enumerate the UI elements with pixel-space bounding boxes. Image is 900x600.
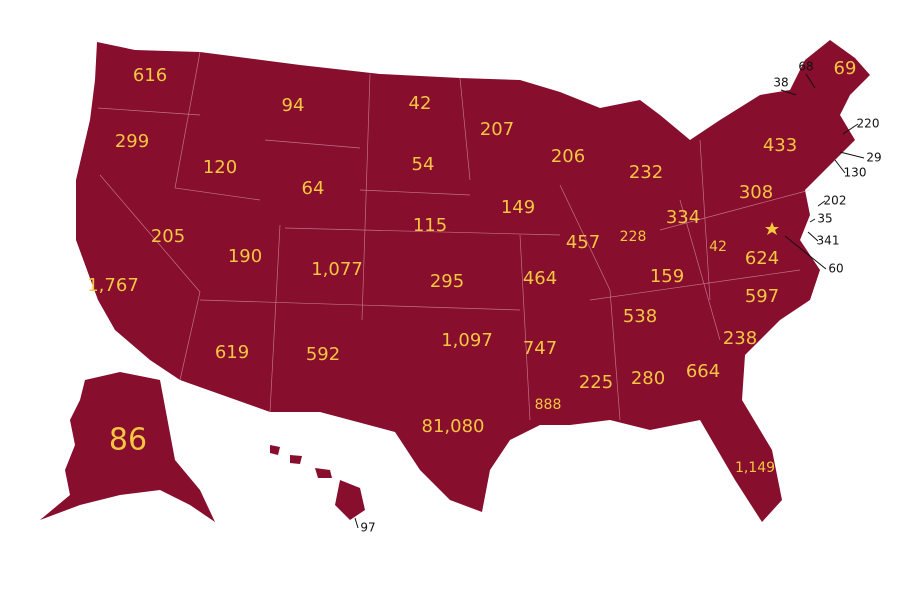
state-value: 334	[666, 207, 700, 228]
callout-value: 68	[798, 60, 813, 74]
leader-line	[784, 235, 827, 270]
hawaii-maui	[315, 468, 332, 478]
leader-line	[809, 218, 816, 223]
state-value: 664	[686, 361, 720, 382]
state-value: 42	[709, 239, 727, 255]
state-value: 457	[566, 232, 600, 253]
alaska	[40, 372, 215, 522]
hawaii-big	[335, 480, 365, 520]
leader-line	[807, 231, 819, 242]
state-value: 86	[109, 423, 147, 458]
hawaii-kauai	[270, 445, 280, 455]
state-value: 42	[409, 93, 432, 114]
state-value: 616	[133, 65, 167, 86]
state-value: 299	[115, 131, 149, 152]
leader-line	[834, 159, 846, 174]
leader-line	[354, 517, 359, 529]
state-value: 81,080	[422, 416, 485, 437]
leader-line	[817, 200, 826, 207]
callout-value: 220	[857, 117, 880, 131]
state-value: 1,077	[311, 259, 363, 280]
state-value: 69	[834, 58, 857, 79]
state-value: 747	[523, 338, 557, 359]
state-value: 464	[523, 268, 557, 289]
callout-value: 130	[844, 166, 867, 180]
callout-value: 97	[360, 521, 375, 535]
state-value: 190	[228, 246, 262, 267]
leader-line	[839, 151, 865, 159]
state-value: 149	[501, 197, 535, 218]
land	[40, 40, 870, 522]
state-value: 238	[723, 328, 757, 349]
state-value: 597	[745, 286, 779, 307]
state-value: 205	[151, 226, 185, 247]
hawaii-oahu	[290, 455, 302, 464]
state-value: 94	[282, 95, 305, 116]
border-lines	[97, 51, 811, 421]
callout-value: 341	[817, 234, 840, 248]
state-value: 232	[629, 162, 663, 183]
leader-line	[805, 73, 816, 89]
state-value: 308	[739, 182, 773, 203]
dc-star	[765, 222, 779, 235]
callout-value: 38	[773, 76, 788, 90]
state-borders	[97, 51, 811, 421]
callout-value: 29	[866, 151, 881, 165]
state-value: 228	[620, 229, 647, 245]
state-value: 619	[215, 342, 249, 363]
state-value: 1,767	[87, 275, 139, 296]
state-value: 433	[763, 135, 797, 156]
state-value: 280	[631, 368, 665, 389]
leader-line	[842, 123, 859, 135]
state-value: 592	[306, 344, 340, 365]
state-labels: 616 299 120 94 42 207 54 64 206 232 433 205 190 1,077…	[87, 58, 881, 535]
state-value: 624	[745, 248, 779, 269]
state-value: 1,097	[441, 330, 493, 351]
state-value: 888	[535, 397, 562, 413]
state-value: 538	[623, 306, 657, 327]
state-value: 225	[579, 372, 613, 393]
state-value: 295	[430, 271, 464, 292]
state-value: 206	[551, 146, 585, 167]
leader-line	[780, 89, 797, 96]
state-value: 159	[650, 266, 684, 287]
callout-value: 202	[824, 194, 847, 208]
callout-value: 35	[817, 212, 832, 226]
state-value: 207	[480, 119, 514, 140]
state-value: 64	[302, 178, 325, 199]
state-value: 120	[203, 157, 237, 178]
state-value: 115	[413, 215, 447, 236]
callout-value: 60	[828, 262, 843, 276]
state-value: 1,149	[735, 460, 775, 476]
state-value: 54	[412, 154, 435, 175]
contiguous-us	[76, 40, 870, 522]
